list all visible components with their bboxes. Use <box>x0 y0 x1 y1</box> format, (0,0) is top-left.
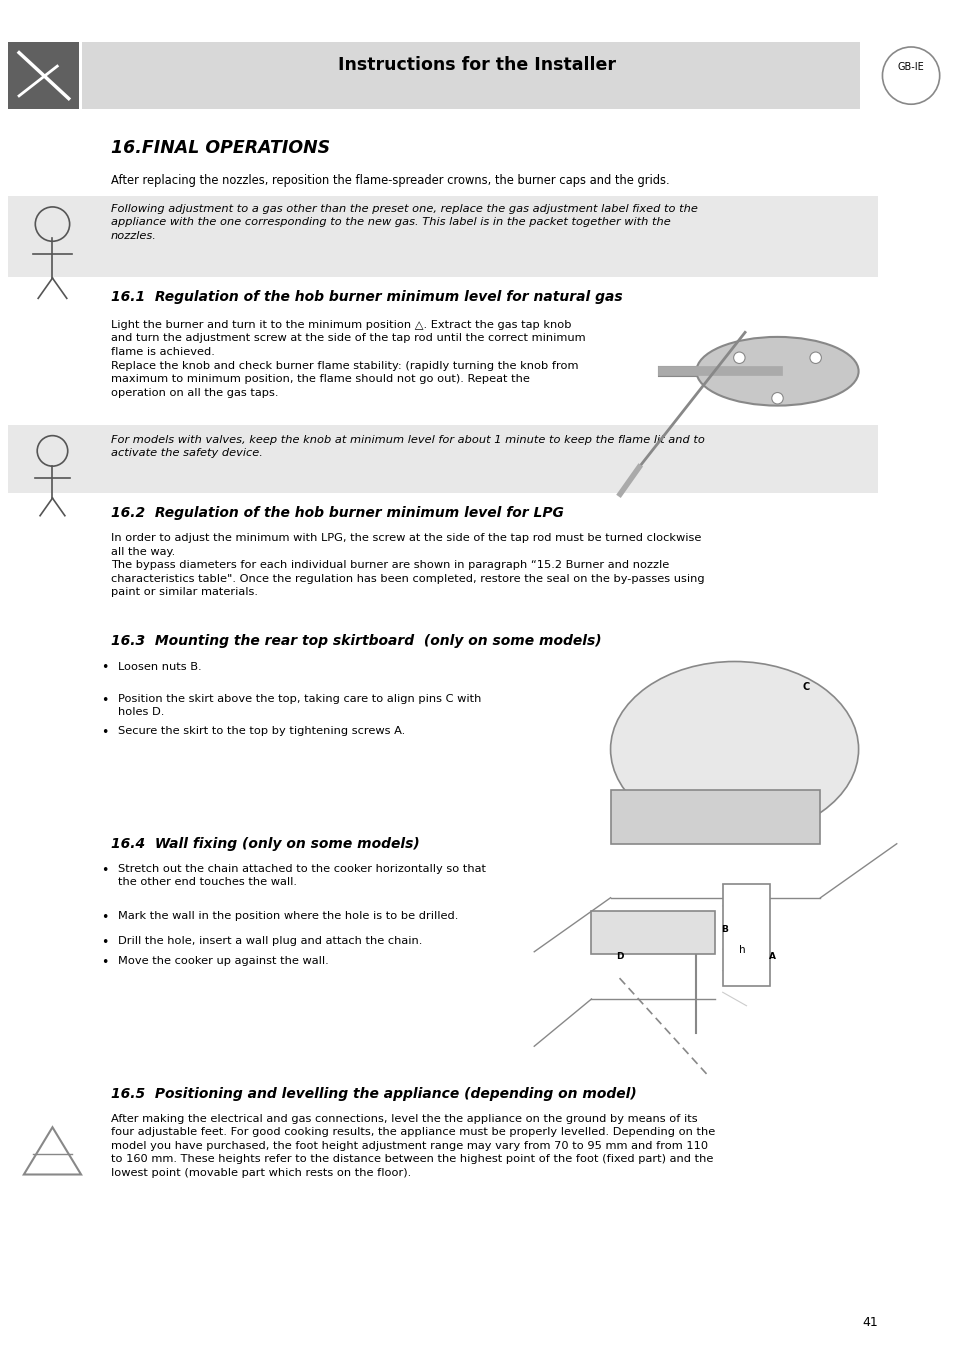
Text: •: • <box>101 911 109 925</box>
Text: B: B <box>720 925 728 934</box>
Text: Instructions for the Installer: Instructions for the Installer <box>337 55 616 74</box>
Text: GB-IE: GB-IE <box>897 62 923 73</box>
Text: Loosen nuts B.: Loosen nuts B. <box>118 662 202 671</box>
Text: Move the cooker up against the wall.: Move the cooker up against the wall. <box>118 956 329 965</box>
Text: •: • <box>101 726 109 740</box>
Ellipse shape <box>610 662 858 837</box>
Bar <box>82 42 859 109</box>
Text: 16.3  Mounting the rear top skirtboard  (only on some models): 16.3 Mounting the rear top skirtboard (o… <box>111 634 600 648</box>
Text: •: • <box>101 694 109 707</box>
Text: For models with valves, keep the knob at minimum level for about 1 minute to kee: For models with valves, keep the knob at… <box>111 435 704 458</box>
Bar <box>591 911 715 954</box>
Bar <box>610 790 820 844</box>
Text: Stretch out the chain attached to the cooker horizontally so that
the other end : Stretch out the chain attached to the co… <box>118 864 486 887</box>
Bar <box>8 42 79 109</box>
Bar <box>8 425 877 493</box>
Text: After replacing the nozzles, reposition the flame-spreader crowns, the burner ca: After replacing the nozzles, reposition … <box>111 174 669 188</box>
Text: •: • <box>101 864 109 878</box>
Bar <box>8 196 877 277</box>
Text: 16.1  Regulation of the hob burner minimum level for natural gas: 16.1 Regulation of the hob burner minimu… <box>111 290 621 304</box>
Ellipse shape <box>882 47 939 104</box>
Text: C: C <box>801 682 809 691</box>
Text: Following adjustment to a gas other than the preset one, replace the gas adjustm: Following adjustment to a gas other than… <box>111 204 697 240</box>
Text: 16.FINAL OPERATIONS: 16.FINAL OPERATIONS <box>111 139 330 157</box>
Text: Secure the skirt to the top by tightening screws A.: Secure the skirt to the top by tightenin… <box>118 726 405 736</box>
Ellipse shape <box>696 338 858 405</box>
Text: 16.5  Positioning and levelling the appliance (depending on model): 16.5 Positioning and levelling the appli… <box>111 1087 636 1100</box>
Ellipse shape <box>809 352 821 363</box>
Ellipse shape <box>733 352 744 363</box>
Text: 16.4  Wall fixing (only on some models): 16.4 Wall fixing (only on some models) <box>111 837 419 850</box>
Text: •: • <box>101 662 109 675</box>
Text: 41: 41 <box>861 1316 877 1330</box>
Bar <box>722 884 770 986</box>
Text: A: A <box>768 952 776 961</box>
Text: D: D <box>616 952 623 961</box>
Text: Light the burner and turn it to the minimum position △. Extract the gas tap knob: Light the burner and turn it to the mini… <box>111 320 585 397</box>
Ellipse shape <box>771 393 782 404</box>
Text: •: • <box>101 936 109 949</box>
Text: After making the electrical and gas connections, level the the appliance on the : After making the electrical and gas conn… <box>111 1114 714 1177</box>
Text: 16.2  Regulation of the hob burner minimum level for LPG: 16.2 Regulation of the hob burner minimu… <box>111 506 563 520</box>
Text: Mark the wall in the position where the hole is to be drilled.: Mark the wall in the position where the … <box>118 911 458 921</box>
Text: In order to adjust the minimum with LPG, the screw at the side of the tap rod mu: In order to adjust the minimum with LPG,… <box>111 533 703 597</box>
Text: h: h <box>739 945 745 954</box>
Text: Drill the hole, insert a wall plug and attach the chain.: Drill the hole, insert a wall plug and a… <box>118 936 422 945</box>
Text: Position the skirt above the top, taking care to align pins C with
holes D.: Position the skirt above the top, taking… <box>118 694 481 717</box>
Text: •: • <box>101 956 109 969</box>
